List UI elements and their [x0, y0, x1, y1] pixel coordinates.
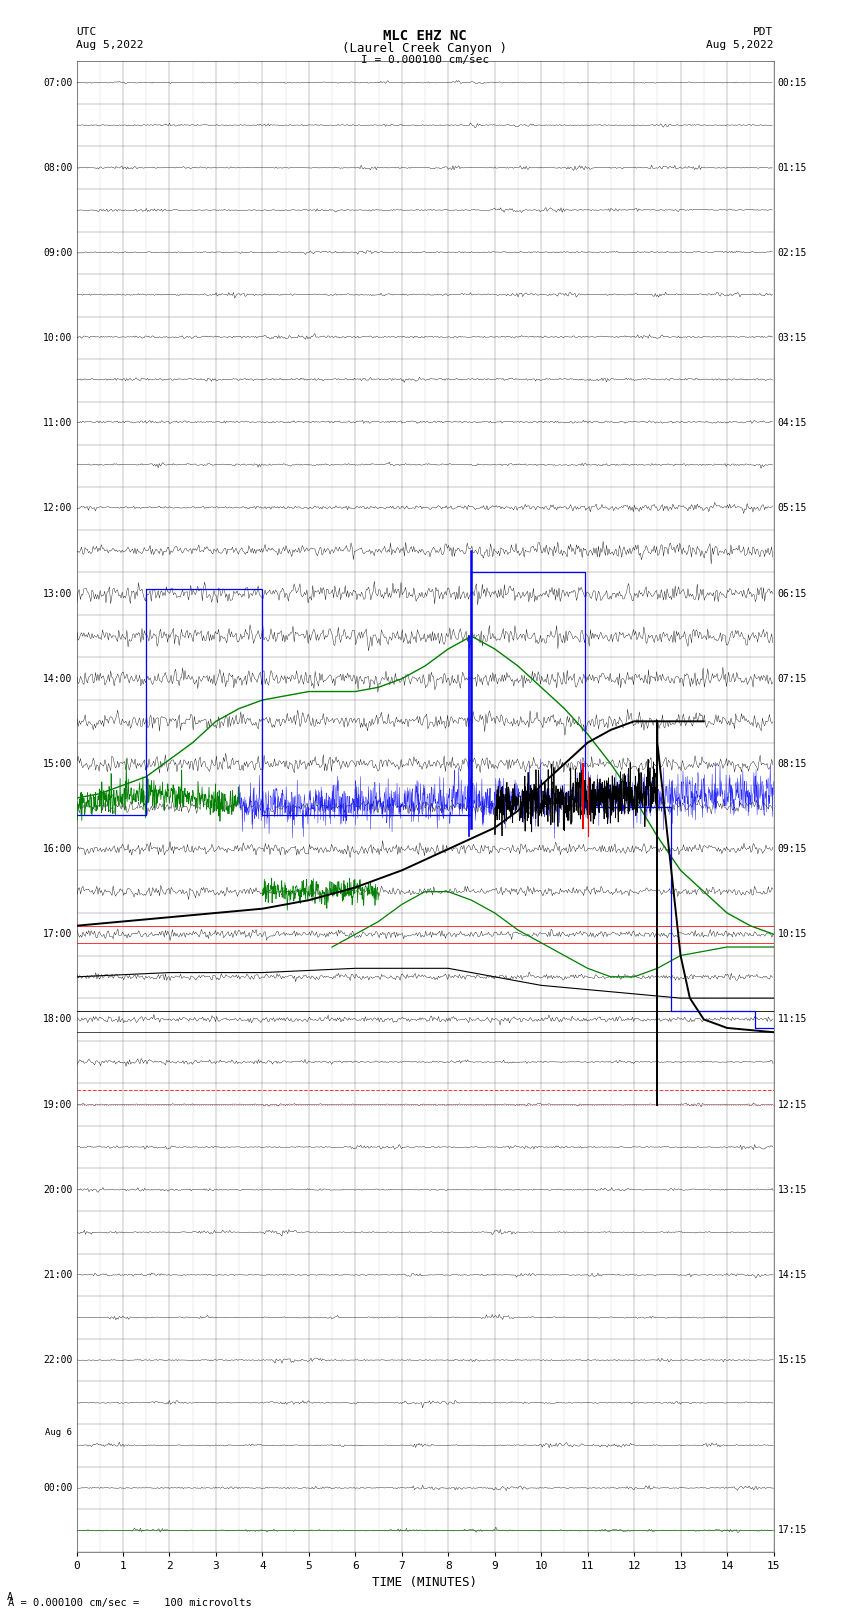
Text: (Laurel Creek Canyon ): (Laurel Creek Canyon )	[343, 42, 507, 55]
Text: 08:15: 08:15	[778, 760, 807, 769]
Text: 14:15: 14:15	[778, 1269, 807, 1279]
Text: 11:15: 11:15	[778, 1015, 807, 1024]
Text: 04:15: 04:15	[778, 418, 807, 427]
Text: 12:15: 12:15	[778, 1100, 807, 1110]
Text: 18:00: 18:00	[42, 1015, 72, 1024]
Text: 17:15: 17:15	[778, 1526, 807, 1536]
Text: 22:00: 22:00	[42, 1355, 72, 1365]
Text: 10:00: 10:00	[42, 334, 72, 344]
Text: 20:00: 20:00	[42, 1186, 72, 1195]
Text: 12:00: 12:00	[42, 503, 72, 513]
Text: 16:00: 16:00	[42, 844, 72, 853]
Text: 03:15: 03:15	[778, 334, 807, 344]
Text: 02:15: 02:15	[778, 248, 807, 258]
Text: 09:15: 09:15	[778, 844, 807, 853]
Text: Aug 5,2022: Aug 5,2022	[76, 40, 144, 50]
Text: 07:15: 07:15	[778, 674, 807, 684]
Text: A = 0.000100 cm/sec =    100 microvolts: A = 0.000100 cm/sec = 100 microvolts	[8, 1598, 252, 1608]
Text: 19:00: 19:00	[42, 1100, 72, 1110]
Text: 13:00: 13:00	[42, 589, 72, 598]
Text: 01:15: 01:15	[778, 163, 807, 173]
Text: 09:00: 09:00	[42, 248, 72, 258]
Text: 14:00: 14:00	[42, 674, 72, 684]
Text: 15:15: 15:15	[778, 1355, 807, 1365]
Text: Aug 6: Aug 6	[45, 1428, 72, 1437]
Text: 00:00: 00:00	[42, 1482, 72, 1492]
Text: MLC EHZ NC: MLC EHZ NC	[383, 29, 467, 44]
Text: 11:00: 11:00	[42, 418, 72, 427]
Text: 00:15: 00:15	[778, 77, 807, 87]
Text: 06:15: 06:15	[778, 589, 807, 598]
Text: UTC: UTC	[76, 27, 97, 37]
Text: 07:00: 07:00	[42, 77, 72, 87]
Text: 08:00: 08:00	[42, 163, 72, 173]
Text: A: A	[7, 1592, 13, 1602]
Text: 15:00: 15:00	[42, 760, 72, 769]
Text: 21:00: 21:00	[42, 1269, 72, 1279]
Text: Aug 5,2022: Aug 5,2022	[706, 40, 774, 50]
Text: 13:15: 13:15	[778, 1186, 807, 1195]
X-axis label: TIME (MINUTES): TIME (MINUTES)	[372, 1576, 478, 1589]
Text: I = 0.000100 cm/sec: I = 0.000100 cm/sec	[361, 55, 489, 65]
Text: 17:00: 17:00	[42, 929, 72, 939]
Text: PDT: PDT	[753, 27, 774, 37]
Text: 10:15: 10:15	[778, 929, 807, 939]
Text: 05:15: 05:15	[778, 503, 807, 513]
